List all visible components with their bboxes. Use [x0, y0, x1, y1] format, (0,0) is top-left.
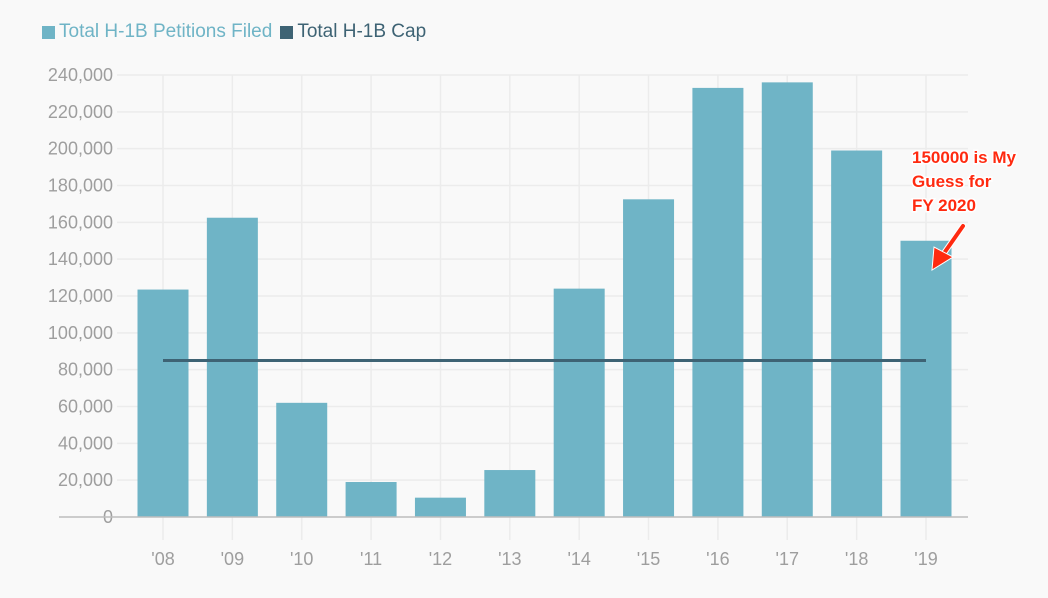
annotation-arrow-shaft — [940, 224, 965, 258]
bar-series-petitions — [137, 82, 952, 518]
axes: 020,00040,00060,00080,000100,000120,0001… — [48, 65, 968, 569]
x-tick-label: '08 — [151, 549, 174, 569]
y-tick-label: 40,000 — [58, 433, 113, 453]
x-tick-label: '17 — [776, 549, 799, 569]
x-tick-label: '13 — [498, 549, 521, 569]
bar-16 — [692, 87, 744, 518]
annotation-text-line: FY 2020 — [912, 196, 976, 215]
bar-09 — [206, 217, 258, 517]
legend-swatch-cap — [280, 25, 294, 39]
x-tick-label: '15 — [637, 549, 660, 569]
y-tick-label: 120,000 — [48, 286, 113, 306]
bar-12 — [414, 497, 466, 517]
y-tick-label: 20,000 — [58, 470, 113, 490]
x-tick-label: '11 — [360, 549, 382, 569]
bar-19 — [900, 240, 952, 517]
bar-11 — [345, 482, 397, 517]
y-tick-label: 240,000 — [48, 65, 113, 85]
bar-15 — [623, 199, 675, 517]
y-tick-label: 60,000 — [58, 397, 113, 417]
legend-swatch-petitions — [42, 25, 55, 39]
annotation-arrow-head — [931, 246, 955, 271]
x-tick-label: '16 — [706, 549, 729, 569]
x-tick-label: '18 — [845, 549, 868, 569]
annotation: 150000 is My Guess for FY 2020 — [911, 147, 1018, 271]
x-tick-label: '09 — [221, 549, 244, 569]
x-tick-label: '12 — [429, 549, 452, 569]
x-tick-label: '14 — [567, 549, 590, 569]
y-tick-label: 160,000 — [48, 212, 113, 232]
y-tick-label: 200,000 — [48, 139, 113, 159]
y-tick-label: 100,000 — [48, 323, 113, 343]
annotation-text-line: 150000 is My — [912, 148, 1017, 167]
y-tick-label: 180,000 — [48, 176, 113, 196]
legend: Total H-1B Petitions Filed Total H-1B Ca… — [42, 21, 434, 43]
legend-item-petitions[interactable]: Total H-1B Petitions Filed — [42, 21, 272, 43]
legend-item-cap[interactable]: Total H-1B Cap — [280, 21, 426, 43]
y-tick-label: 140,000 — [48, 249, 113, 269]
x-tick-label: '19 — [914, 549, 937, 569]
x-tick-label: '10 — [290, 549, 313, 569]
bar-14 — [553, 288, 605, 517]
legend-label-petitions: Total H-1B Petitions Filed — [59, 21, 273, 42]
y-tick-label: 220,000 — [48, 102, 113, 122]
bar-17 — [761, 82, 813, 517]
bar-18 — [831, 150, 883, 517]
annotation-text-line: Guess for — [912, 172, 992, 191]
bar-10 — [276, 402, 328, 517]
y-tick-label: 80,000 — [58, 360, 113, 380]
legend-label-cap: Total H-1B Cap — [297, 21, 427, 42]
bar-13 — [484, 470, 536, 517]
bar-08 — [137, 289, 189, 517]
